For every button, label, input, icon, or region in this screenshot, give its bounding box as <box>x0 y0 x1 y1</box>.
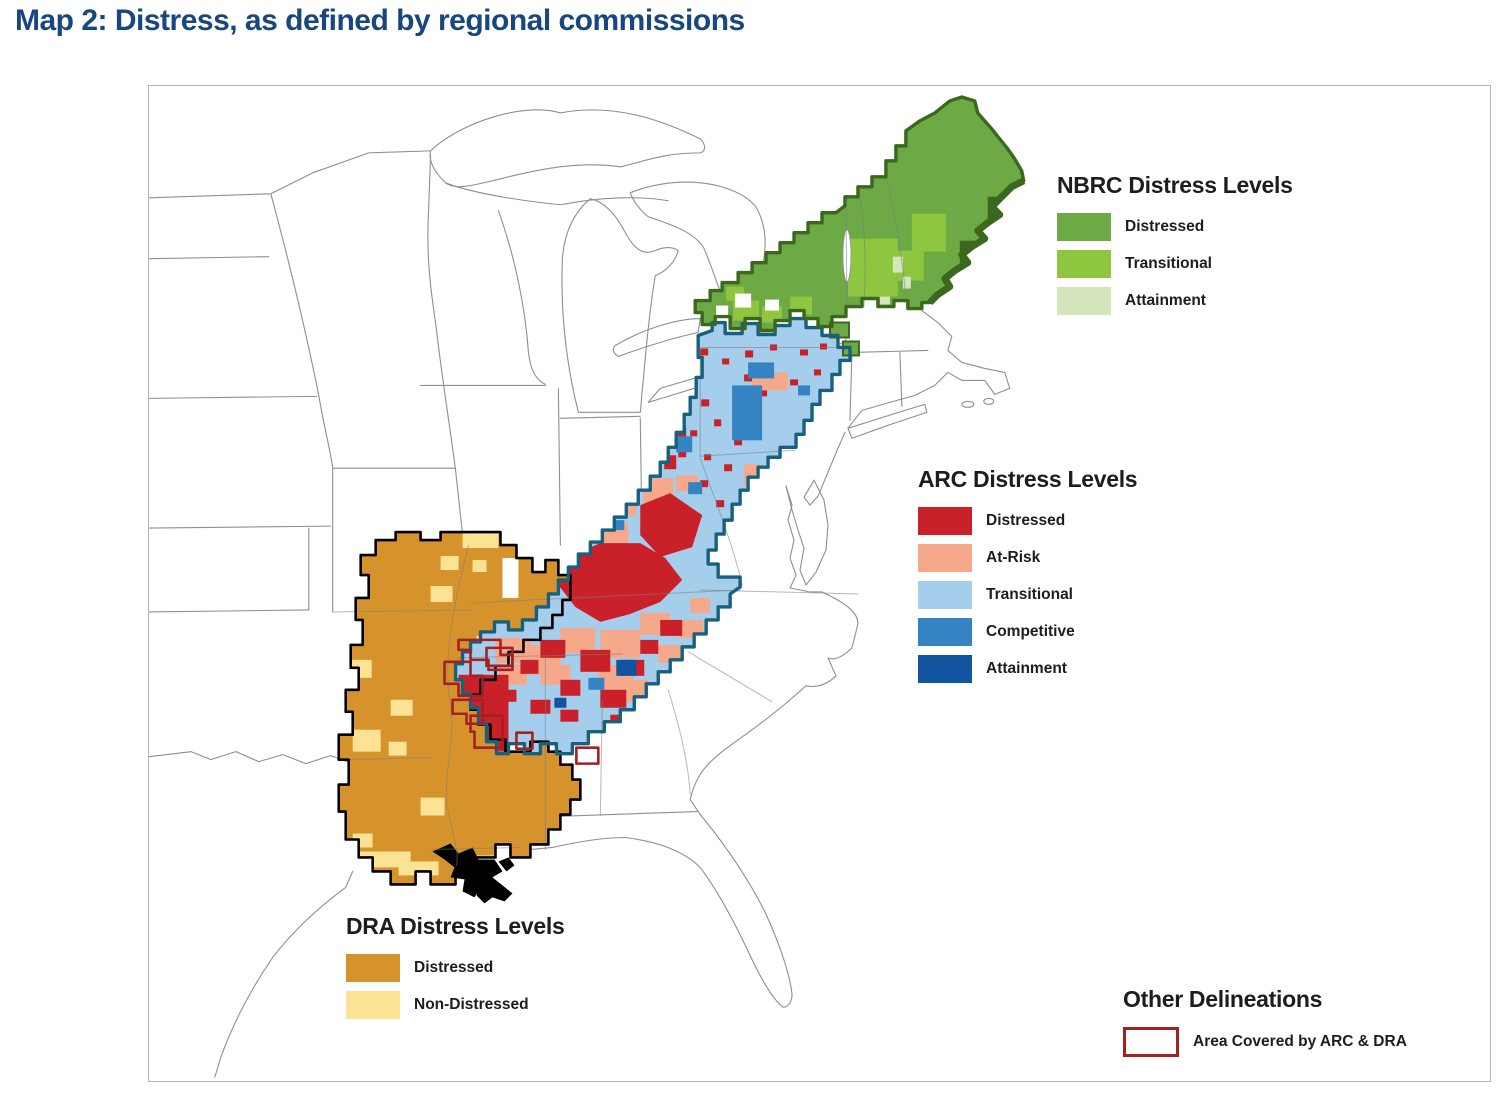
legend-item: Attainment <box>918 655 1137 683</box>
dra-non-distressed-label: Non-Distressed <box>414 996 529 1013</box>
arc-competitive-counties <box>588 362 838 702</box>
nbrc-attainment-swatch <box>1057 287 1111 315</box>
arc-dra-overlap-label: Area Covered by ARC & DRA <box>1193 1033 1407 1050</box>
legend-other-delineations: Other Delineations Area Covered by ARC &… <box>1123 986 1407 1066</box>
map-canvas <box>149 95 1026 1078</box>
legend-dra: DRA Distress Levels Distressed Non-Distr… <box>346 913 565 1028</box>
legend-item: Non-Distressed <box>346 991 564 1019</box>
arc-transitional-swatch <box>918 581 972 609</box>
legend-other-title: Other Delineations <box>1123 986 1323 1012</box>
arc-competitive-swatch <box>918 618 972 646</box>
arc-distressed-label: Distressed <box>986 512 1066 529</box>
legend-item: Area Covered by ARC & DRA <box>1123 1027 1407 1057</box>
arc-attainment-swatch <box>918 655 972 683</box>
legend-item: At-Risk <box>918 544 1137 572</box>
legend-item: Attainment <box>1057 287 1293 315</box>
arc-dra-overlap-outlines <box>443 638 600 765</box>
nbrc-transitional-label: Transitional <box>1125 255 1212 272</box>
nbrc-distressed-swatch <box>1057 213 1111 241</box>
legend-nbrc: NBRC Distress Levels Distressed Transiti… <box>1057 172 1293 324</box>
nbrc-attainment-counties <box>879 256 911 305</box>
nbrc-transitional-swatch <box>1057 250 1111 278</box>
nbrc-distressed-label: Distressed <box>1125 218 1205 235</box>
legend-dra-title: DRA Distress Levels <box>346 913 565 939</box>
nbrc-excluded-counties <box>716 293 780 316</box>
legend-nbrc-title: NBRC Distress Levels <box>1057 172 1293 198</box>
dra-distressed-swatch <box>346 954 400 982</box>
dra-distressed-label: Distressed <box>414 959 494 976</box>
legend-arc-title: ARC Distress Levels <box>918 466 1138 492</box>
arc-competitive-label: Competitive <box>986 623 1075 640</box>
state-lines-overlay <box>332 177 908 866</box>
arc-at-risk-swatch <box>918 544 972 572</box>
maine-coast-thick-border <box>927 177 1026 306</box>
arc-at-risk-label: At-Risk <box>986 549 1041 566</box>
arc-transitional-label: Transitional <box>986 586 1073 603</box>
page-title: Map 2: Distress, as defined by regional … <box>15 4 745 37</box>
arc-attainment-label: Attainment <box>986 660 1067 677</box>
map-frame <box>148 85 1491 1082</box>
legend-item: Distressed <box>346 954 564 982</box>
arc-attainment-counties <box>554 659 637 708</box>
region-borders <box>337 95 1026 886</box>
nbrc-attainment-label: Attainment <box>1125 292 1206 309</box>
legend-item: Distressed <box>1057 213 1293 241</box>
legend-item: Distressed <box>918 507 1137 535</box>
legend-item: Transitional <box>918 581 1137 609</box>
legend-arc: ARC Distress Levels Distressed At-Risk T… <box>918 466 1138 692</box>
legend-item: Competitive <box>918 618 1137 646</box>
nbrc-region <box>695 96 1024 357</box>
legend-item: Transitional <box>1057 250 1293 278</box>
arc-dra-overlap-swatch <box>1123 1027 1179 1057</box>
arc-distressed-swatch <box>918 507 972 535</box>
arc-region <box>455 318 850 754</box>
dra-non-distressed-swatch <box>346 991 400 1019</box>
